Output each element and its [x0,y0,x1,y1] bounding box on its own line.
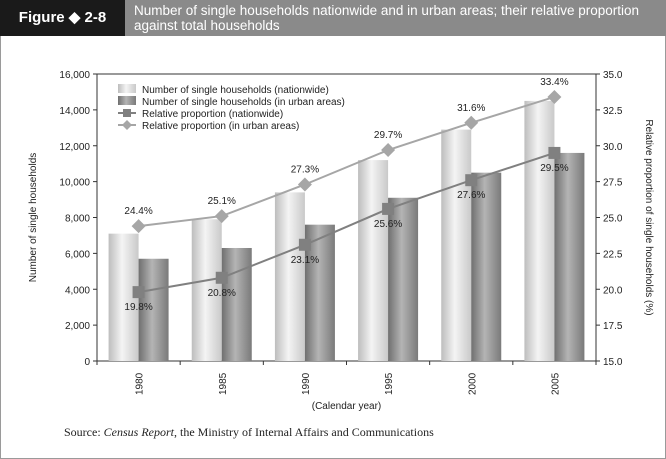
bar-nationwide [191,219,222,361]
data-label-nationwide: 29.5% [540,163,568,174]
data-label-nationwide: 20.8% [208,288,236,299]
marker-nationwide [298,238,311,251]
source-suffix: , the Ministry of Internal Affairs and C… [174,425,434,439]
marker-urban [381,143,396,158]
marker-urban [464,115,479,130]
legend-swatch [118,84,136,93]
y-axis-title: Number of single households [28,153,39,283]
marker-nationwide [132,286,145,299]
y2-tick-label: 32.5 [603,106,623,117]
legend-marker [123,109,131,117]
marker-nationwide [215,271,228,284]
data-label-urban: 27.3% [291,164,319,175]
figure-header: Figure ◆ 2-8 Number of single households… [0,0,666,36]
x-tick-label: 1985 [218,372,229,395]
legend-label: Number of single households (in urban ar… [142,97,345,108]
legend-label: Relative proportion (nationwide) [142,109,283,120]
bar-urban [221,247,252,361]
bar-nationwide [441,129,472,361]
figure-label: Figure ◆ 2-8 [0,0,125,36]
y-tick-label: 0 [84,357,90,368]
y-tick-label: 8,000 [65,214,90,225]
bar-urban [554,152,585,361]
data-label-nationwide: 19.8% [124,302,152,313]
data-label-nationwide: 27.6% [457,190,485,201]
marker-nationwide [382,202,395,215]
data-label-nationwide: 25.6% [374,219,402,230]
marker-urban [214,209,229,224]
data-label-urban: 33.4% [540,77,568,88]
source-publication: Census Report [103,425,174,439]
y-tick-label: 6,000 [65,249,90,260]
y-tick-label: 12,000 [59,142,90,153]
bar-nationwide [274,192,305,361]
y2-axis-title: Relative proportion of single households… [643,119,654,315]
bar-nationwide [524,100,555,361]
data-label-urban: 24.4% [124,206,152,217]
y2-tick-label: 35.0 [603,70,623,81]
y2-tick-label: 22.5 [603,249,623,260]
legend-label: Relative proportion (in urban areas) [142,121,299,132]
marker-urban [297,177,312,192]
data-label-urban: 25.1% [208,196,236,207]
x-tick-label: 1990 [301,372,312,395]
marker-nationwide [548,146,561,159]
y2-tick-label: 15.0 [603,357,623,368]
figure-title: Number of single households nationwide a… [134,3,640,33]
y2-tick-label: 20.0 [603,285,623,296]
bar-urban [471,172,502,361]
marker-nationwide [465,174,478,187]
bar-urban [138,258,169,361]
marker-urban [547,89,562,104]
bar-urban [388,197,419,361]
legend-marker [122,120,132,130]
y-tick-label: 16,000 [59,70,90,81]
source-note: Source: Census Report, the Ministry of I… [64,425,434,440]
y2-tick-label: 25.0 [603,214,623,225]
marker-urban [131,219,146,234]
bar-nationwide [358,160,389,361]
y-tick-label: 10,000 [59,178,90,189]
y-tick-label: 14,000 [59,106,90,117]
x-axis-title: (Calendar year) [312,401,381,412]
data-label-urban: 31.6% [457,103,485,114]
y2-tick-label: 17.5 [603,321,623,332]
y2-tick-label: 27.5 [603,178,623,189]
y2-tick-label: 30.0 [603,142,623,153]
y-tick-label: 2,000 [65,321,90,332]
legend-label: Number of single households (nationwide) [142,85,329,96]
data-label-urban: 29.7% [374,130,402,141]
y-tick-label: 4,000 [65,285,90,296]
source-prefix: Source: [64,425,104,439]
x-tick-label: 1995 [384,372,395,395]
line-urban [138,96,555,228]
data-label-nationwide: 23.1% [291,255,319,266]
legend-swatch [118,96,136,105]
x-tick-label: 2000 [467,372,478,395]
x-tick-label: 2005 [550,372,561,395]
line-nationwide [138,151,555,294]
x-tick-label: 1980 [135,372,146,395]
